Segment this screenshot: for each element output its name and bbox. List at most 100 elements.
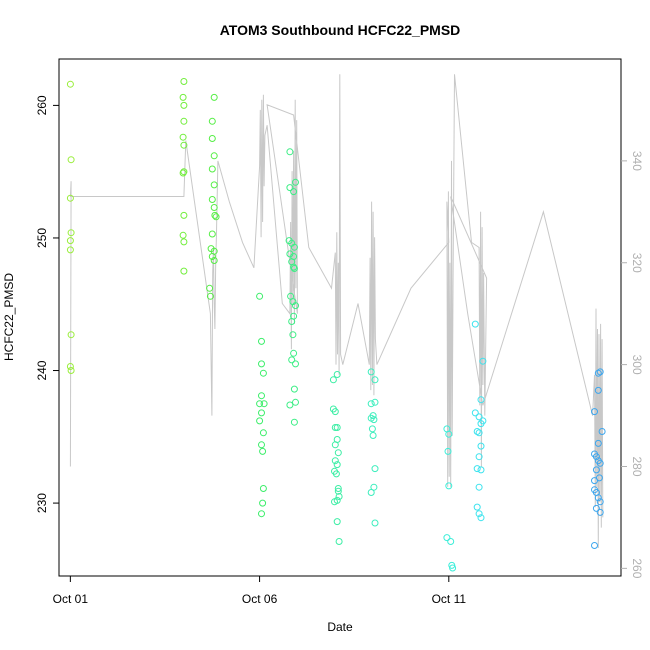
data-point-16 <box>179 169 187 177</box>
data-point-155 <box>591 542 598 549</box>
data-point-108 <box>370 483 378 491</box>
data-point-122 <box>471 409 479 417</box>
data-point-133 <box>473 503 481 511</box>
data-point-layer <box>66 78 606 572</box>
data-point-75 <box>286 401 294 409</box>
y-axis-left: 230 240 250 260 <box>35 95 59 513</box>
data-point-59 <box>290 243 298 251</box>
data-point-24 <box>210 152 218 160</box>
series-line-1 <box>69 74 604 549</box>
data-point-85 <box>331 441 339 449</box>
y2-tick-label-0: 260 <box>630 558 644 578</box>
data-point-72 <box>288 356 296 364</box>
y-tick-label-0: 230 <box>35 493 49 513</box>
data-point-136 <box>594 369 602 377</box>
data-point-35 <box>210 257 218 264</box>
data-point-104 <box>370 416 378 424</box>
data-point-120 <box>479 357 487 365</box>
y-tick-label-1: 240 <box>35 360 49 380</box>
data-point-28 <box>210 204 218 211</box>
data-point-3 <box>67 229 75 237</box>
data-point-138 <box>594 386 602 394</box>
x-axis-label: Date <box>327 620 353 634</box>
data-point-6 <box>67 331 75 339</box>
y2-tick-label-1: 280 <box>630 456 644 476</box>
data-point-145 <box>596 459 604 467</box>
data-point-42 <box>258 392 265 400</box>
data-point-54 <box>292 178 299 186</box>
data-point-99 <box>371 376 379 384</box>
data-point-23 <box>208 135 216 142</box>
data-point-74 <box>290 385 298 393</box>
data-point-129 <box>475 453 483 461</box>
data-point-115 <box>443 534 451 542</box>
data-point-20 <box>180 267 188 275</box>
data-point-50 <box>259 485 267 492</box>
data-point-22 <box>208 117 216 125</box>
data-point-100 <box>367 400 375 408</box>
data-point-131 <box>477 466 485 474</box>
data-point-5 <box>66 246 74 254</box>
data-point-134 <box>475 510 483 518</box>
data-point-135 <box>477 514 485 522</box>
data-point-77 <box>290 418 298 426</box>
data-point-11 <box>180 101 188 109</box>
x-tick-label-2: Oct 11 <box>432 592 467 606</box>
data-point-25 <box>208 165 216 173</box>
data-point-9 <box>180 78 188 85</box>
data-point-146 <box>592 466 600 474</box>
data-point-34 <box>208 253 216 260</box>
data-point-78 <box>333 371 341 378</box>
data-point-52 <box>258 510 265 518</box>
data-point-106 <box>369 432 377 439</box>
data-point-64 <box>290 265 298 272</box>
data-point-128 <box>477 442 485 450</box>
data-point-27 <box>208 196 216 203</box>
data-point-139 <box>591 408 598 416</box>
data-point-143 <box>592 453 600 461</box>
data-point-116 <box>447 538 455 545</box>
data-point-55 <box>286 184 294 192</box>
data-point-121 <box>477 396 485 404</box>
plot-frame <box>58 58 622 577</box>
data-point-91 <box>334 485 342 492</box>
data-point-83 <box>333 424 341 431</box>
data-point-36 <box>206 284 214 292</box>
x-tick-label-0: Oct 01 <box>53 592 89 606</box>
data-point-123 <box>475 413 483 421</box>
data-point-82 <box>331 424 339 431</box>
data-point-151 <box>594 494 602 502</box>
data-point-56 <box>290 188 298 196</box>
chart-title: ATOM3 Southbound HCFC22_PMSD <box>220 22 461 38</box>
data-point-37 <box>206 292 214 300</box>
data-point-126 <box>473 428 481 435</box>
data-point-47 <box>259 429 267 437</box>
data-point-10 <box>179 93 187 101</box>
data-point-105 <box>368 425 376 433</box>
data-point-19 <box>180 238 188 246</box>
data-point-4 <box>66 237 74 245</box>
data-point-29 <box>211 211 219 219</box>
data-point-107 <box>371 465 379 473</box>
data-point-87 <box>331 457 339 465</box>
data-point-93 <box>335 493 343 500</box>
y-axis-right: 260 280 300 320 340 <box>621 151 644 579</box>
data-point-1 <box>67 156 75 164</box>
data-point-154 <box>596 508 604 516</box>
data-point-148 <box>591 477 598 485</box>
data-point-67 <box>292 302 299 310</box>
data-point-152 <box>596 498 604 506</box>
data-point-13 <box>179 133 187 141</box>
data-point-86 <box>334 449 342 457</box>
data-point-0 <box>66 80 74 88</box>
data-point-71 <box>290 349 298 357</box>
data-point-15 <box>180 168 188 176</box>
data-point-109 <box>367 489 375 496</box>
data-point-17 <box>180 211 188 219</box>
data-point-31 <box>208 230 216 238</box>
data-point-118 <box>449 564 457 572</box>
data-point-125 <box>477 420 485 428</box>
data-point-114 <box>445 482 453 490</box>
data-point-101 <box>371 398 379 406</box>
